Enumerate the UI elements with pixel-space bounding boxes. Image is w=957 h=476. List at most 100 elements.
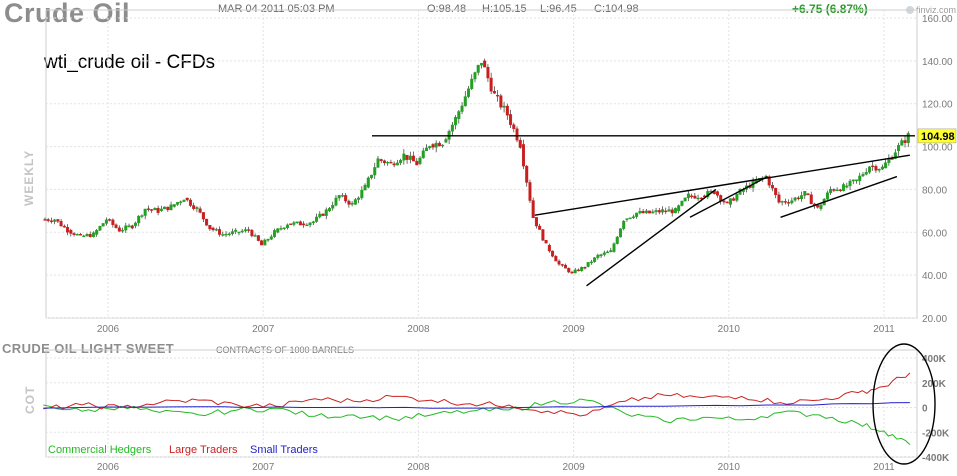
candle-body (767, 176, 771, 186)
candle-body (159, 208, 163, 212)
candle-body (564, 264, 568, 269)
candle-body (651, 211, 655, 214)
candle-body (728, 198, 732, 205)
candle-body (638, 211, 642, 214)
candle-body (195, 207, 199, 209)
candle-body (85, 234, 89, 237)
cot-x-tick-label: 2009 (562, 462, 585, 473)
candle-body (285, 224, 289, 229)
cot-line-small-traders (43, 402, 910, 409)
candle-body (137, 215, 141, 224)
candle-body (884, 162, 888, 169)
candle-body (644, 210, 648, 214)
candle-body (389, 161, 393, 164)
candle-body (143, 208, 147, 216)
candle-body (104, 219, 108, 224)
candle-body (43, 219, 47, 221)
trend-line-2 (586, 188, 717, 287)
cot-line-large-traders (43, 372, 911, 417)
candle-body (593, 257, 597, 263)
candle-body (525, 165, 529, 183)
last-price-tag (917, 128, 957, 144)
candle-body (263, 239, 267, 246)
candle-body (880, 166, 884, 170)
header-open: O:98.48 (427, 3, 467, 15)
candle-body (82, 235, 86, 238)
candle-body (344, 195, 348, 202)
price-frame (45, 9, 918, 319)
candle-body (273, 230, 277, 237)
candle-body (547, 244, 551, 252)
candle-body (845, 185, 849, 188)
candle-body (347, 200, 351, 205)
candle-body (492, 91, 496, 94)
candle-body (460, 105, 464, 112)
price-x-tick-label: 2008 (407, 324, 430, 335)
candle-body (56, 219, 60, 222)
candle-body (774, 187, 778, 195)
highlight-ellipse (872, 343, 936, 465)
candle-body (386, 161, 390, 164)
candle-body (573, 269, 577, 274)
trend-line-1 (534, 154, 910, 216)
candle-body (279, 228, 283, 230)
candle-body (521, 144, 525, 167)
candle-body (715, 191, 719, 196)
candle-body (166, 206, 170, 211)
candle-body (803, 190, 807, 196)
candle-body (897, 145, 901, 152)
candle-body (903, 140, 907, 143)
candle-body (618, 228, 622, 238)
candle-body (631, 216, 635, 219)
candle-body (382, 160, 386, 164)
header-low: L:96.45 (540, 3, 577, 15)
cot-x-tick-label: 2008 (407, 462, 430, 473)
candle-body (201, 212, 205, 220)
candle-body (441, 144, 445, 147)
candle-body (599, 254, 603, 257)
candle-body (467, 88, 471, 97)
candle-body (376, 158, 380, 168)
legend-small-traders: Small Traders (250, 444, 318, 456)
candle-body (832, 189, 836, 191)
candle-body (806, 193, 810, 195)
candle-body (402, 153, 406, 161)
candle-body (256, 235, 260, 241)
candle-body (800, 195, 804, 200)
candle-body (221, 234, 225, 236)
price-tick-label: 80.00 (922, 185, 947, 196)
annotation-label: wti_crude oil - CFDs (44, 52, 216, 73)
price-tick-label: 60.00 (922, 228, 947, 239)
candle-body (198, 208, 202, 213)
candle-body (340, 195, 344, 197)
candle-body (893, 152, 897, 159)
candle-body (570, 271, 574, 274)
candle-body (172, 204, 176, 207)
candle-body (253, 235, 257, 237)
candle-body (606, 251, 610, 254)
candle-body (192, 205, 196, 209)
candle-body (156, 208, 160, 213)
candle-body (276, 228, 280, 233)
candle-body (211, 227, 215, 231)
candle-body (551, 250, 555, 257)
candle-body (153, 208, 157, 211)
candle-body (444, 139, 448, 143)
candle-body (66, 226, 70, 233)
candle-body (576, 269, 580, 272)
price-x-tick-label: 2007 (252, 324, 275, 335)
cot-tick-label: 0 (922, 404, 928, 415)
candle-body (867, 166, 871, 173)
candle-body (496, 94, 500, 97)
candle-body (331, 205, 335, 209)
candle-body (218, 229, 222, 235)
cot-line-commercial-hedgers (43, 398, 911, 445)
trend-line-3 (689, 175, 768, 218)
candle-body (405, 154, 409, 160)
candle-body (544, 240, 548, 244)
legend-large-traders: Large Traders (169, 444, 238, 456)
candle-body (127, 225, 131, 227)
candle-body (473, 72, 477, 80)
candle-body (851, 179, 855, 182)
